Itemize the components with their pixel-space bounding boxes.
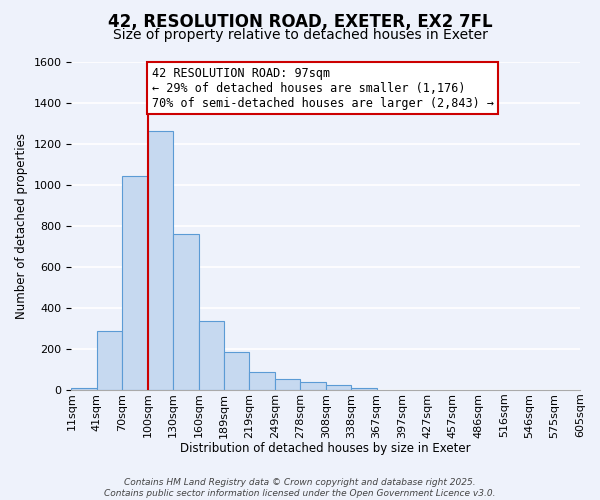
Bar [97, 332, 122, 390]
Bar [326, 386, 351, 390]
Bar [122, 176, 148, 390]
Text: Contains HM Land Registry data © Crown copyright and database right 2025.
Contai: Contains HM Land Registry data © Crown c… [104, 478, 496, 498]
X-axis label: Distribution of detached houses by size in Exeter: Distribution of detached houses by size … [181, 442, 471, 455]
Text: 42, RESOLUTION ROAD, EXETER, EX2 7FL: 42, RESOLUTION ROAD, EXETER, EX2 7FL [107, 12, 493, 30]
Bar [351, 388, 377, 390]
Text: Size of property relative to detached houses in Exeter: Size of property relative to detached ho… [113, 28, 487, 42]
Bar [275, 380, 300, 390]
Bar [71, 388, 97, 390]
Bar [300, 382, 326, 390]
Bar [199, 321, 224, 390]
Bar [173, 234, 199, 390]
Y-axis label: Number of detached properties: Number of detached properties [15, 132, 28, 318]
Bar [250, 372, 275, 390]
Text: 42 RESOLUTION ROAD: 97sqm
← 29% of detached houses are smaller (1,176)
70% of se: 42 RESOLUTION ROAD: 97sqm ← 29% of detac… [152, 66, 494, 110]
Bar [224, 352, 250, 390]
Bar [148, 132, 173, 390]
